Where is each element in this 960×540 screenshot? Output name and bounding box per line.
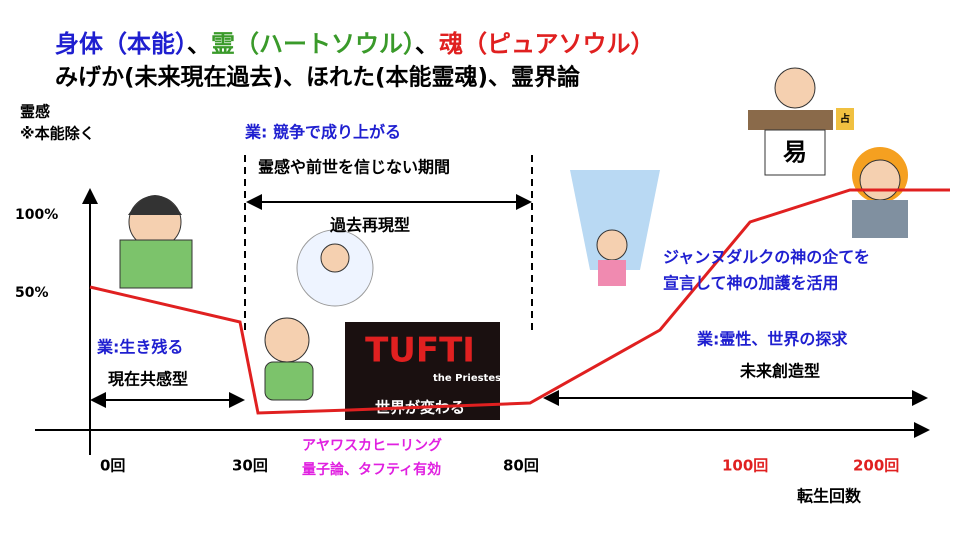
y-axis-note: ※本能除く	[20, 125, 95, 143]
karma-label: 業:霊性、世界の探求	[696, 330, 848, 349]
title-part: 、	[415, 30, 439, 58]
x-tick-label: 80回	[503, 457, 539, 475]
sign-small-text: 占	[840, 112, 850, 125]
trend-line	[89, 188, 950, 415]
title-part: 霊（ハートソウル）	[211, 30, 415, 58]
type-label: 過去再現型	[329, 216, 410, 235]
book-title: TUFTI	[365, 331, 475, 371]
illustration-jeanne	[852, 147, 908, 238]
x-tick-label: 100回	[722, 457, 768, 475]
annotation: ジャンヌダルクの神の企てを	[663, 248, 870, 267]
y-tick-label: 100%	[15, 207, 58, 223]
y-axis-label: 霊感	[20, 103, 50, 121]
title: 身体（本能）、霊（ハートソウル）、魂（ピュアソウル）	[55, 30, 655, 58]
book-subtitle: the Priestess	[433, 373, 507, 384]
illustration-boy	[264, 229, 374, 401]
y-tick-label: 50%	[15, 285, 49, 301]
title-part: 、	[187, 30, 211, 58]
annotation: 量子論、タフティ有効	[302, 461, 441, 478]
illustration-samurai	[570, 170, 660, 286]
illustration-fortune-teller: 易占	[748, 67, 854, 176]
annotation: アヤワスカヒーリング	[302, 437, 442, 454]
sign-text: 易	[783, 138, 807, 166]
note-label: 霊感や前世を信じない期間	[258, 158, 450, 177]
annotation: 宣言して神の加護を活用	[663, 274, 839, 293]
x-tick-label: 0回	[100, 457, 125, 475]
karma-label: 業:生き残る	[96, 338, 183, 357]
x-tick-label: 30回	[232, 457, 268, 475]
type-label: 未来創造型	[739, 362, 820, 381]
title-part: 魂（ピュアソウル）	[439, 30, 655, 58]
karma-label: 業: 競争で成り上がる	[244, 123, 401, 142]
type-label: 現在共感型	[108, 370, 188, 389]
illustration-reader	[119, 195, 193, 289]
title-part: 身体（本能）	[55, 30, 187, 58]
x-tick-label: 200回	[853, 457, 899, 475]
x-axis-label: 転生回数	[797, 487, 862, 506]
subtitle: みげか(未来現在過去)、ほれた(本能霊魂)、霊界論	[55, 64, 581, 91]
